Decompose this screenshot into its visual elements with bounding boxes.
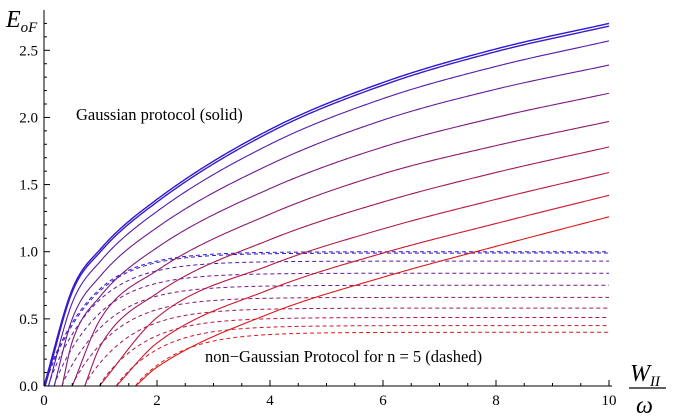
x-axis-label: WII ω [629,361,666,418]
solid-series-line-8 [98,171,610,387]
dashed-series-line-9 [115,325,609,387]
dashed-series-line-1 [43,251,609,387]
svg-text:WII: WII [630,361,661,390]
y-tick-label: 1.0 [19,245,38,261]
x-tick-label: 0 [40,393,48,409]
dashed-series-line-10 [135,331,609,387]
x-tick-label: 10 [602,393,617,409]
x-axis-label-denominator: ω [636,393,653,418]
y-tick-label: 0.5 [19,312,38,328]
dashed-series-line-3 [48,260,609,387]
dashed-series-line-5 [61,284,609,387]
solid-series-line-7 [84,146,610,387]
solid-series-line-5 [61,92,610,387]
dashed-series-line-6 [71,296,609,387]
plot-lines [43,22,610,387]
solid-series-line-3 [47,40,610,387]
dashed-annotation: non−Gaussian Protocol for n = 5 (dashed) [205,347,482,366]
ticks: 0 2 4 6 8 10 0.0 0.5 1.0 1.5 2.0 2.5 [19,22,617,409]
y-tick-label: 0.0 [19,379,38,395]
y-tick-label: 1.5 [19,178,38,194]
solid-annotation: Gaussian protocol (solid) [76,105,243,124]
dashed-series-line-8 [98,317,609,387]
solid-series-line-1 [43,22,610,387]
x-tick-label: 6 [379,393,387,409]
dashed-series-line-2 [44,252,609,387]
solid-series-line-9 [115,194,610,387]
y-tick-label: 2.0 [19,110,38,126]
dashed-series-line-7 [84,307,609,387]
y-tick-label: 2.5 [19,43,38,59]
solid-series-line-6 [71,120,610,387]
solid-series-line-10 [135,216,610,387]
x-tick-label: 8 [492,393,500,409]
dashed-series-line-4 [53,272,609,387]
x-tick-label: 4 [266,393,274,409]
solid-series-line-4 [53,64,610,387]
solid-series-line-2 [44,25,610,387]
y-axis-label: EoF [5,7,38,36]
x-tick-label: 2 [153,393,161,409]
